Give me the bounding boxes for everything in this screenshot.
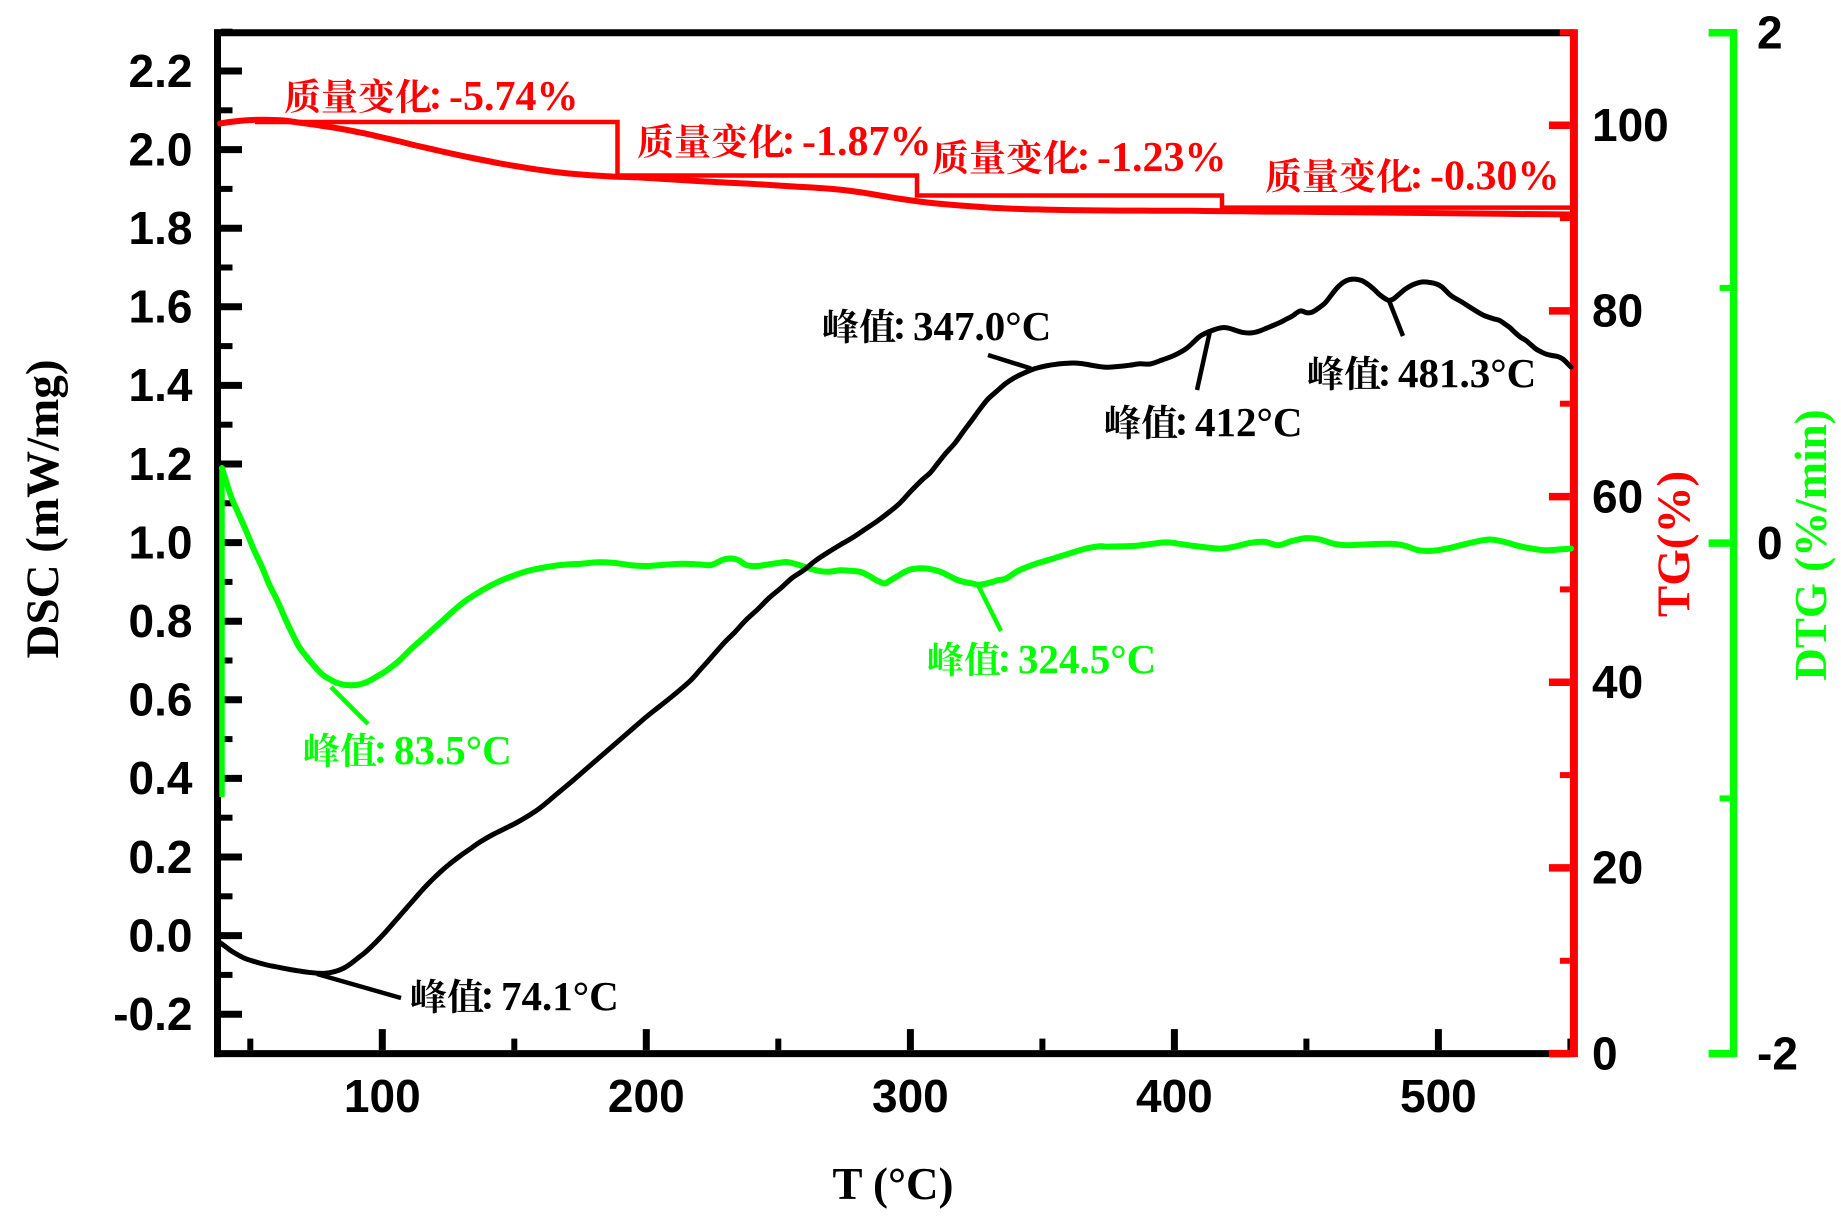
svg-text:0.6: 0.6 bbox=[129, 674, 193, 726]
svg-text:60: 60 bbox=[1592, 470, 1643, 522]
svg-text:412°C: 412°C bbox=[1195, 399, 1303, 445]
svg-text:-5.74%: -5.74% bbox=[449, 74, 579, 120]
svg-text:T (°C): T (°C) bbox=[833, 1159, 954, 1209]
svg-text:1.4: 1.4 bbox=[129, 359, 193, 411]
svg-text:40: 40 bbox=[1592, 656, 1643, 708]
svg-text:0.4: 0.4 bbox=[129, 752, 193, 804]
svg-text:20: 20 bbox=[1592, 842, 1643, 894]
svg-text:347.0°C: 347.0°C bbox=[913, 303, 1051, 349]
svg-text:0: 0 bbox=[1757, 517, 1783, 569]
svg-text:-0.30%: -0.30% bbox=[1430, 154, 1560, 200]
svg-text:1.2: 1.2 bbox=[129, 438, 193, 490]
svg-text:481.3°C: 481.3°C bbox=[1398, 350, 1536, 396]
svg-text:-0.2: -0.2 bbox=[113, 988, 192, 1040]
svg-text:80: 80 bbox=[1592, 285, 1643, 337]
svg-text:83.5°C: 83.5°C bbox=[394, 727, 512, 773]
svg-text:300: 300 bbox=[872, 1070, 949, 1122]
svg-text:0.8: 0.8 bbox=[129, 595, 193, 647]
svg-text:2.2: 2.2 bbox=[129, 45, 193, 97]
svg-text:0.0: 0.0 bbox=[129, 909, 193, 961]
svg-text:2.0: 2.0 bbox=[129, 123, 193, 175]
svg-text:100: 100 bbox=[1592, 99, 1669, 151]
svg-text:-1.87%: -1.87% bbox=[802, 119, 932, 165]
svg-text:1.8: 1.8 bbox=[129, 202, 193, 254]
svg-text:100: 100 bbox=[344, 1070, 421, 1122]
svg-text:1.6: 1.6 bbox=[129, 281, 193, 333]
svg-text:TG(%): TG(%) bbox=[1648, 471, 1700, 617]
svg-text:-1.23%: -1.23% bbox=[1097, 135, 1227, 181]
svg-text:500: 500 bbox=[1400, 1070, 1477, 1122]
svg-text:324.5°C: 324.5°C bbox=[1018, 636, 1156, 682]
svg-text:400: 400 bbox=[1136, 1070, 1213, 1122]
svg-text:0: 0 bbox=[1592, 1027, 1618, 1079]
svg-text:74.1°C: 74.1°C bbox=[501, 973, 619, 1019]
svg-text:1.0: 1.0 bbox=[129, 516, 193, 568]
svg-text:-2: -2 bbox=[1757, 1027, 1798, 1079]
svg-text:DSC (mW/mg): DSC (mW/mg) bbox=[17, 360, 69, 659]
svg-text:DTG (%/min): DTG (%/min) bbox=[1786, 409, 1836, 680]
svg-text:0.2: 0.2 bbox=[129, 831, 193, 883]
svg-text:200: 200 bbox=[608, 1070, 685, 1122]
svg-text:2: 2 bbox=[1757, 7, 1783, 59]
